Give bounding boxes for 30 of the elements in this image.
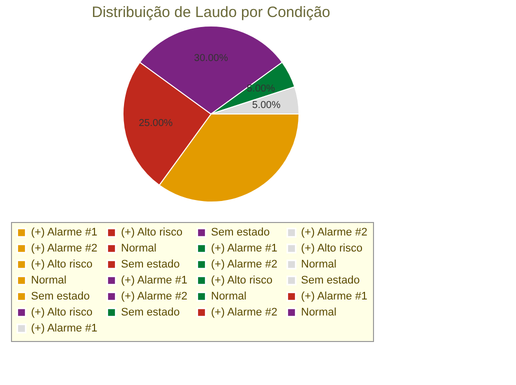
legend-label: Normal bbox=[121, 242, 156, 254]
chart-title: Distribuição de Laudo por Condição bbox=[92, 4, 330, 21]
legend-label: (+) Alarme #1 bbox=[301, 290, 368, 302]
legend-label: (+) Alto risco bbox=[211, 274, 272, 286]
legend-label: Sem estado bbox=[121, 306, 180, 318]
legend-label: (+) Alarme #1 bbox=[31, 322, 98, 334]
legend-label: Normal bbox=[31, 274, 66, 286]
legend-label: Normal bbox=[211, 290, 246, 302]
legend-label: (+) Alto risco bbox=[31, 306, 92, 318]
legend-label: (+) Alarme #1 bbox=[211, 242, 278, 254]
legend-label: (+) Alarme #2 bbox=[121, 290, 188, 302]
legend-label: Normal bbox=[301, 258, 336, 270]
data-label: 25.00% bbox=[138, 118, 173, 129]
legend-label: (+) Alarme #2 bbox=[301, 226, 368, 239]
legend-label: Sem estado bbox=[301, 274, 360, 286]
legend-label: (+) Alto risco bbox=[31, 258, 92, 270]
data-label: 5.00% bbox=[252, 100, 281, 112]
legend-label: (+) Alarme #2 bbox=[31, 242, 98, 254]
data-label: 5.00% bbox=[246, 84, 276, 95]
data-label: 30.00% bbox=[194, 53, 228, 64]
legend-label: (+) Alto risco bbox=[301, 242, 362, 254]
legend-label: (+) Alarme #2 bbox=[211, 258, 278, 270]
legend-label: (+) Alarme #1 bbox=[31, 226, 98, 239]
legend-label: (+) Alto risco bbox=[121, 226, 182, 239]
legend-label: Sem estado bbox=[121, 258, 180, 270]
legend-label: Sem estado bbox=[211, 226, 270, 239]
legend-label: Normal bbox=[301, 306, 336, 318]
legend-label: (+) Alarme #2 bbox=[211, 306, 278, 318]
legend-label: (+) Alarme #1 bbox=[121, 274, 188, 286]
legend-label: Sem estado bbox=[31, 290, 90, 302]
